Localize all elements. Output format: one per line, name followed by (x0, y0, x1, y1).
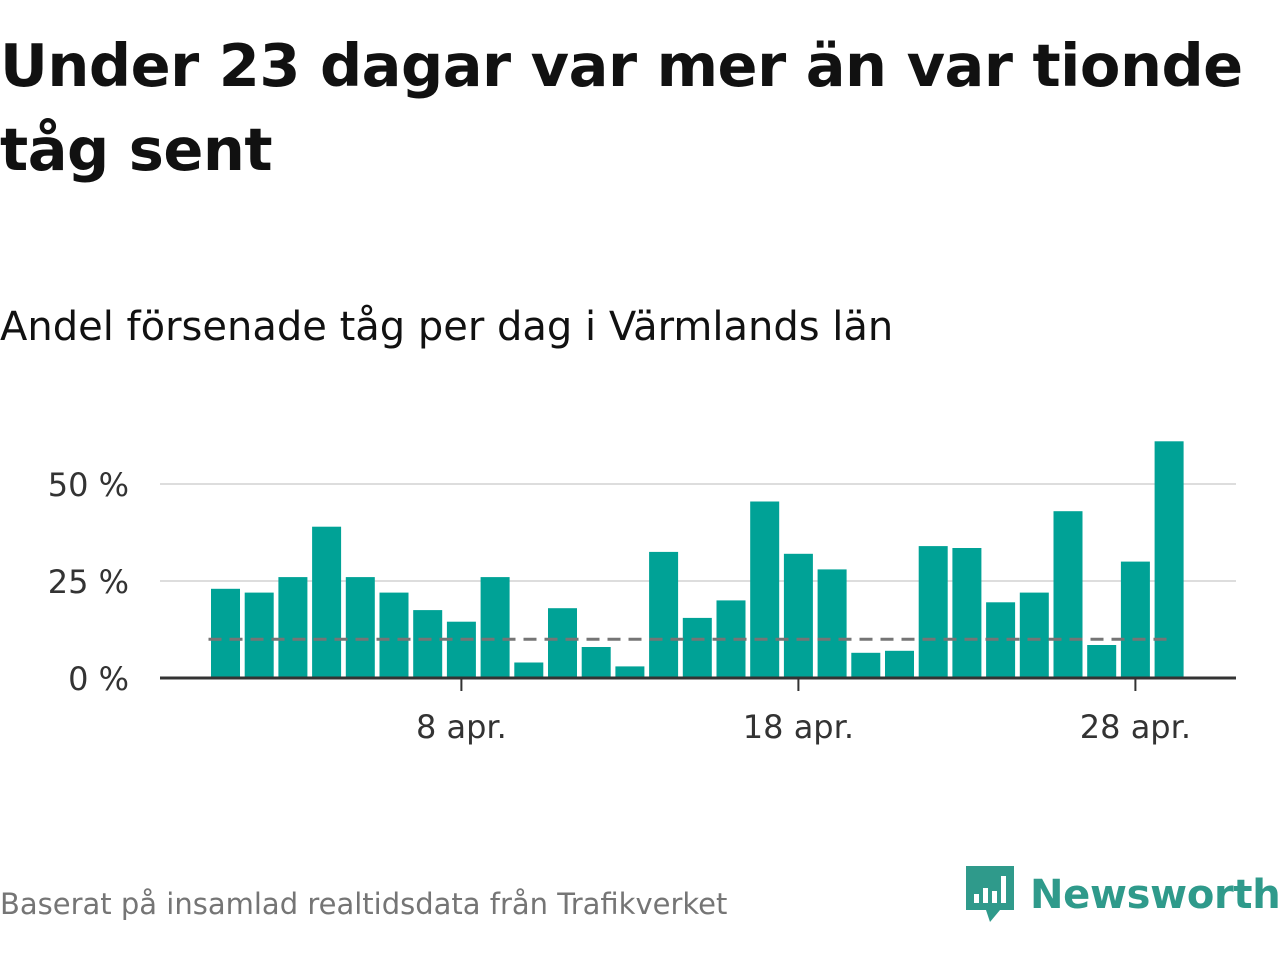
bar (413, 610, 443, 678)
bar (885, 650, 914, 678)
bar (1154, 441, 1184, 678)
bar (514, 662, 544, 678)
bar (783, 553, 813, 678)
bar (581, 647, 611, 678)
bar (1053, 511, 1083, 678)
bars (211, 441, 1184, 678)
source-note: Baserat på insamlad realtidsdata från Tr… (0, 887, 728, 921)
bar (918, 546, 948, 678)
bar (750, 501, 780, 678)
chart-title: Under 23 dagar var mer än var tionde tåg… (0, 31, 1243, 184)
y-tick-label: 25 % (48, 563, 129, 601)
newsworthy-logo-icon (966, 866, 1014, 922)
bar (211, 588, 240, 678)
bar (1120, 561, 1150, 678)
bar (244, 592, 274, 678)
axes (160, 676, 1236, 691)
bar (345, 577, 375, 678)
bar (851, 652, 881, 678)
bar (952, 548, 982, 678)
y-tick-label: 50 % (48, 466, 129, 504)
bar (312, 526, 342, 678)
bar (649, 551, 679, 678)
brand-logo[interactable]: Newsworthy (964, 864, 1280, 926)
x-tick-label: 18 apr. (743, 708, 854, 746)
x-tick-label: 28 apr. (1080, 708, 1191, 746)
y-tick-label: 0 % (68, 660, 129, 698)
bar (615, 666, 645, 678)
chart-subtitle: Andel försenade tåg per dag i Värmlands … (0, 304, 894, 350)
bar (682, 617, 712, 678)
bar (817, 569, 847, 678)
bar (446, 621, 476, 678)
bar (379, 592, 409, 678)
bar (278, 577, 308, 678)
tick-labels: 0 % 25 % 50 % 8 apr. 18 apr. 28 apr. (48, 466, 1191, 746)
bar (480, 577, 510, 678)
bar (1019, 592, 1049, 678)
bar (548, 608, 577, 678)
brand-name: Newsworthy (1030, 872, 1280, 918)
x-tick-label: 8 apr. (416, 708, 507, 746)
bar (1087, 645, 1117, 678)
